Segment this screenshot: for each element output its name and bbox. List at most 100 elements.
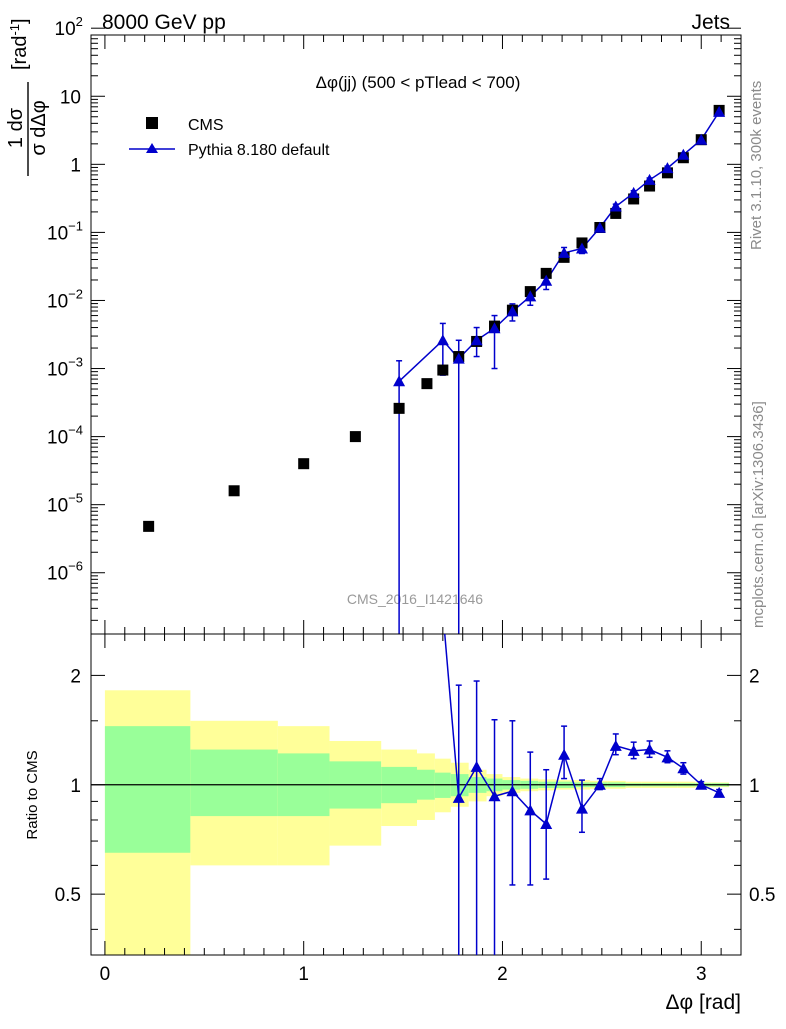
pythia-point <box>661 162 674 174</box>
legend-cms-label: CMS <box>188 117 224 134</box>
pythia-point <box>609 200 622 212</box>
pythia-point <box>393 375 406 387</box>
ylabel-unit-close: ] <box>9 18 31 24</box>
ytick-exp: −5 <box>68 491 83 506</box>
ratio-point <box>609 739 622 751</box>
ratio-xtick-label: 0 <box>100 964 111 985</box>
main-ytick-label: 10−6 <box>47 559 83 585</box>
ratio-point <box>524 804 537 816</box>
ratio-xtick-label: 3 <box>696 964 707 985</box>
ratio-point <box>506 785 519 797</box>
cms-point <box>228 485 240 497</box>
cms-point <box>349 431 361 443</box>
ytick-base: 1 <box>70 155 81 176</box>
watermark: CMS_2016_I1421646 <box>347 591 483 607</box>
ytick-exp: −6 <box>68 559 83 574</box>
ratio-point <box>627 744 640 756</box>
ytick-exp: −4 <box>68 423 83 438</box>
pythia-point <box>558 246 571 258</box>
pythia-point <box>506 305 519 317</box>
ylabel-unit-text: [rad <box>9 36 31 70</box>
ratio-ytick-label-right: 2 <box>749 666 760 687</box>
pythia-point <box>488 322 501 334</box>
legend: CMS Pythia 8.180 default <box>129 117 330 159</box>
pythia-point <box>677 148 690 160</box>
pythia-point <box>452 352 465 364</box>
cms-point <box>437 364 449 376</box>
cms-point <box>143 520 155 532</box>
pythia-point <box>627 186 640 198</box>
main-ytick-label: 10 <box>60 87 81 108</box>
rivet-label: Rivet 3.1.10, 300k events <box>748 81 765 250</box>
ratio-ylabel: Ratio to CMS <box>24 750 41 839</box>
main-ytick-label: 10−5 <box>47 491 83 517</box>
band-inner <box>190 749 278 817</box>
cms-point <box>540 267 552 279</box>
ratio-point <box>643 743 656 755</box>
ratio-point <box>575 802 588 814</box>
ytick-base: 10 <box>60 87 81 108</box>
main-ytick-label: 102 <box>55 14 83 40</box>
ratio-point <box>558 748 571 760</box>
ytick-base: 10 <box>47 564 68 585</box>
ratio-line <box>458 744 720 826</box>
main-ytick-label: 10−2 <box>47 286 83 312</box>
ratio-frame <box>90 633 742 956</box>
legend-cms-marker <box>146 117 158 129</box>
main-ytick-label: 10−4 <box>47 423 83 449</box>
cms-point <box>421 378 433 390</box>
ylabel-denominator: σ dΔφ <box>28 100 50 155</box>
cms-point <box>644 180 656 192</box>
ylabel-unit: [rad-1] <box>7 18 31 70</box>
pythia-point <box>575 242 588 254</box>
main-ylabel: 1 dσ σ dΔφ [rad-1] <box>5 18 50 176</box>
ratio-point <box>661 751 674 763</box>
ytick-base: 10 <box>55 19 76 40</box>
ytick-base: 10 <box>47 291 68 312</box>
ratio-point <box>540 817 553 829</box>
main-ytick-label: 10−3 <box>47 355 83 381</box>
ytick-base: 10 <box>47 428 68 449</box>
main-title: Δφ(jj) (500 < pTlead < 700) <box>316 73 521 92</box>
ratio-point <box>695 778 708 790</box>
pythia-point <box>524 290 537 302</box>
legend-pythia-label: Pythia 8.180 default <box>188 142 330 159</box>
ratio-xtick-label: 1 <box>298 964 309 985</box>
ratio-point <box>452 791 465 803</box>
main-ytick-label: 1 <box>70 155 81 176</box>
legend-pythia-marker <box>146 143 158 153</box>
ytick-base: 10 <box>47 223 68 244</box>
ytick-exp: −3 <box>68 355 83 370</box>
pythia-point <box>470 334 483 346</box>
ytick-exp: −2 <box>68 286 83 301</box>
ytick-base: 10 <box>47 496 68 517</box>
ratio-point <box>677 762 690 774</box>
ratio-ytick-label: 1 <box>70 776 81 797</box>
pythia-point <box>436 334 449 346</box>
ratio-ytick-label-right: 1 <box>749 776 760 797</box>
main-ytick-label: 10−1 <box>47 218 83 244</box>
ylabel-numerator: 1 dσ <box>5 107 27 148</box>
mcplots-label: mcplots.cern.ch [arXiv:1306.3436] <box>750 401 767 628</box>
ratio-point <box>593 778 606 790</box>
ytick-exp: −1 <box>68 218 83 233</box>
ytick-exp: 2 <box>76 14 83 29</box>
ratio-plot: 0.5 0.5 1 1 2 2 0 1 2 3 <box>55 633 775 985</box>
cms-point <box>628 193 640 205</box>
ratio-ytick-label-right: 0.5 <box>749 885 775 906</box>
ylabel-unit-exp: -1 <box>7 24 22 36</box>
pythia-point <box>695 133 708 145</box>
ratio-point <box>470 760 483 772</box>
ratio-ytick-label: 0.5 <box>55 885 81 906</box>
xlabel: Δφ [rad] <box>666 991 742 1014</box>
band-inner <box>104 726 191 853</box>
pythia-point <box>713 105 726 117</box>
header-left: 8000 GeV pp <box>102 11 226 34</box>
ratio-point <box>713 786 726 798</box>
cms-point <box>298 458 310 470</box>
pythia-point <box>593 221 606 233</box>
ratio-xtick-label: 2 <box>497 964 508 985</box>
